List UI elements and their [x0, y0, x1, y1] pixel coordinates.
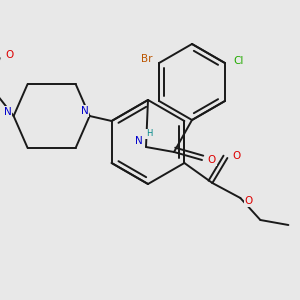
Text: Cl: Cl	[234, 56, 244, 66]
Text: Br: Br	[141, 54, 153, 64]
Text: O: O	[5, 50, 14, 60]
Text: H: H	[146, 130, 152, 139]
Text: O: O	[244, 196, 253, 206]
Text: N: N	[135, 136, 143, 146]
Text: O: O	[232, 151, 241, 161]
Text: N: N	[4, 107, 11, 117]
Text: O: O	[208, 155, 216, 165]
Text: N: N	[81, 106, 88, 116]
